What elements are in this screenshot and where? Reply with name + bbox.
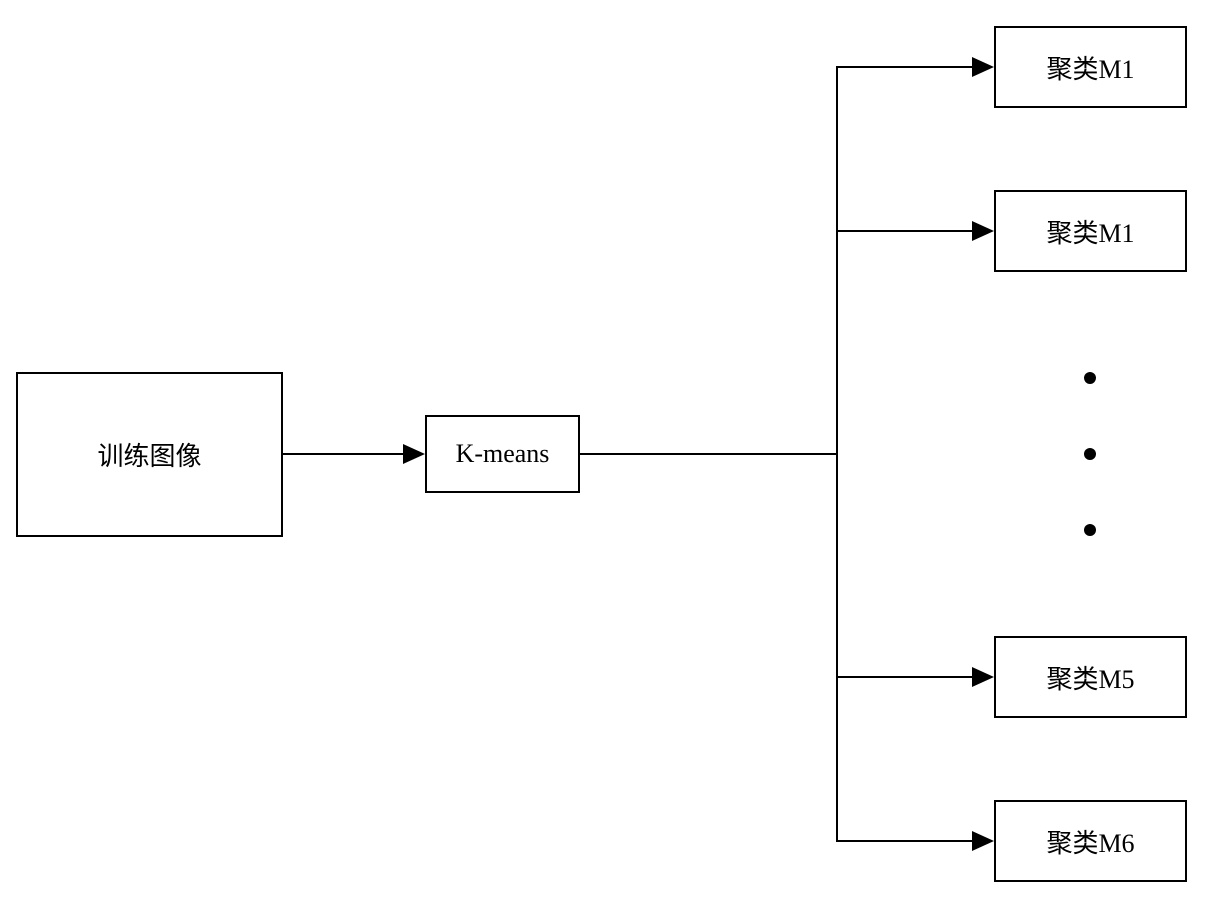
arrow-branch-2 (972, 221, 994, 241)
cluster-label-5: 聚类M5 (1046, 659, 1134, 696)
edge-input-kmeans (283, 453, 403, 455)
edge-trunk-vertical (836, 67, 838, 842)
edge-kmeans-trunk (580, 453, 838, 455)
edge-branch-6 (836, 840, 972, 842)
ellipsis-dot (1084, 448, 1096, 460)
kmeans-node: K-means (425, 415, 580, 493)
arrow-branch-5 (972, 667, 994, 687)
edge-branch-2 (836, 230, 972, 232)
kmeans-label: K-means (456, 439, 550, 469)
input-node: 训练图像 (16, 372, 283, 537)
cluster-label-6: 聚类M6 (1046, 823, 1134, 860)
input-label: 训练图像 (97, 436, 201, 473)
arrow-input-kmeans (403, 444, 425, 464)
cluster-node-5: 聚类M5 (994, 636, 1187, 718)
ellipsis-dot (1084, 372, 1096, 384)
arrow-branch-6 (972, 831, 994, 851)
edge-branch-1 (836, 66, 972, 68)
cluster-label-2: 聚类M1 (1046, 213, 1134, 250)
cluster-node-1: 聚类M1 (994, 26, 1187, 108)
edge-branch-5 (836, 676, 972, 678)
arrow-branch-1 (972, 57, 994, 77)
ellipsis-dot (1084, 524, 1096, 536)
cluster-node-2: 聚类M1 (994, 190, 1187, 272)
cluster-node-6: 聚类M6 (994, 800, 1187, 882)
cluster-label-1: 聚类M1 (1046, 49, 1134, 86)
